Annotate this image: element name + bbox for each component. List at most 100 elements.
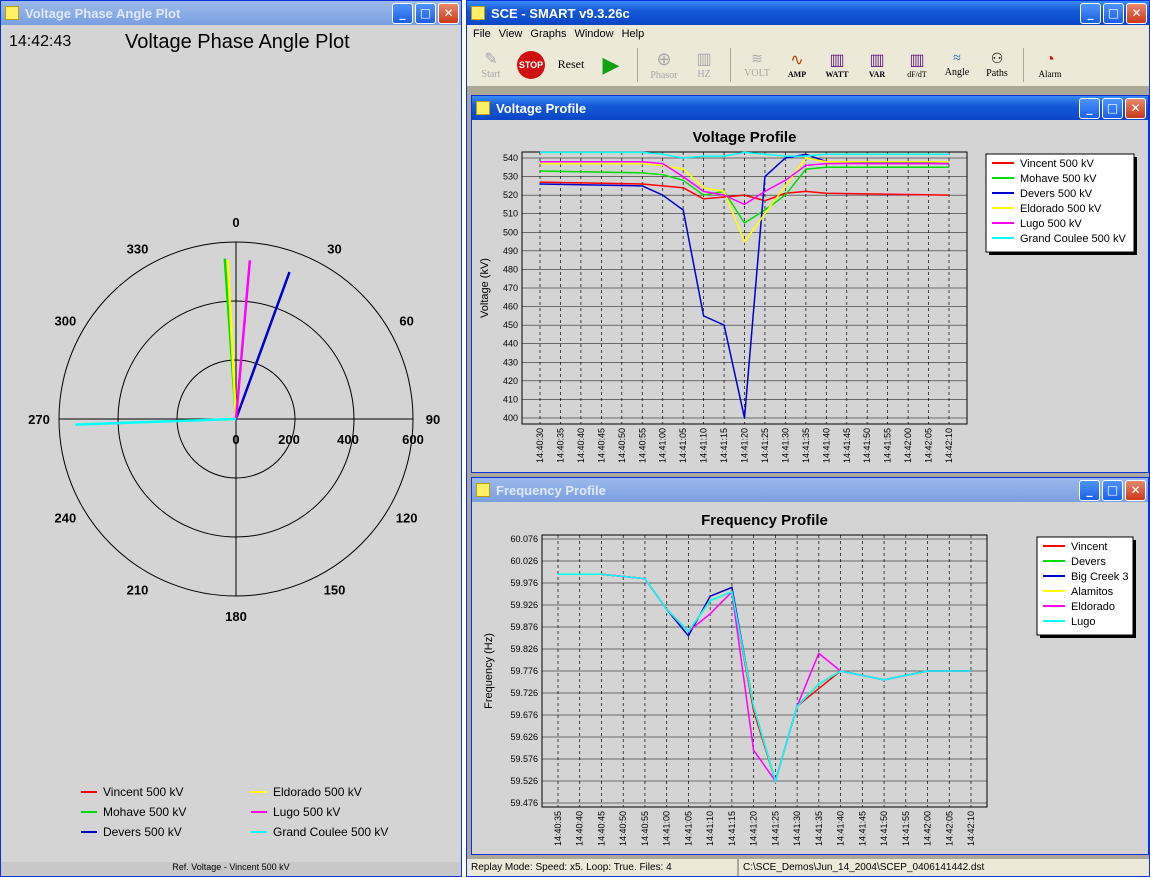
stop-icon: STOP [517,50,545,79]
play-button[interactable]: ▶ [593,47,629,83]
maximize-icon: □ [419,5,432,20]
x-tick-label: 14:41:30 [780,428,790,463]
series-line [539,181,950,202]
maximize-button[interactable]: □ [1103,2,1124,24]
close-button[interactable]: ✕ [438,2,459,24]
main-titlebar[interactable]: SCE - SMART v9.3.26c _ □ ✕ [467,1,1149,25]
menu-file[interactable]: File [473,28,491,40]
legend-item: Grand Coulee 500 kV [251,825,421,839]
minimize-button[interactable]: _ [1079,97,1100,119]
angle-tick-label: 150 [324,583,346,598]
voltage-titlebar[interactable]: Voltage Profile _ □ ✕ [472,96,1148,120]
app-icon [5,6,19,20]
y-tick-label: 450 [503,320,518,330]
x-tick-label: 14:41:35 [801,428,811,463]
menu-help[interactable]: Help [621,28,645,40]
close-icon: ✕ [1131,5,1142,20]
x-tick-label: 14:41:05 [678,428,688,463]
status-bar-mode: Replay Mode: Speed: x5. Loop: True. File… [467,858,737,876]
minimize-button[interactable]: _ [1079,479,1100,501]
series-line [540,157,949,244]
x-tick-label: 14:41:25 [770,811,780,846]
y-tick-label: 60.026 [510,556,538,566]
y-tick-label: 59.676 [510,710,538,720]
amp-button[interactable]: ∿ AMP [787,52,807,79]
voltage-chart: Voltage Profile 540 530 520 510 500 490 480 470 4… [479,129,1137,485]
y-tick-label: 410 [503,394,518,404]
watt-button[interactable]: ▥ WATT [825,52,849,79]
x-tick-label: 14:41:50 [879,811,889,846]
x-tick-label: 14:40:55 [637,428,647,463]
radius-tick-label: 0 [232,432,239,447]
x-tick-label: 14:41:05 [683,811,693,846]
dfdt-button[interactable]: ▥ dF/dT [907,52,927,79]
y-tick-label: 430 [503,357,518,367]
x-tick-label: 14:41:55 [883,428,893,463]
close-icon: ✕ [1130,100,1141,115]
legend-swatch [251,831,267,833]
var-button[interactable]: ▥ VAR [868,52,886,79]
x-tick-label: 14:41:00 [662,811,672,846]
phase-angle-window: Voltage Phase Angle Plot _ □ ✕ 14:42:43 … [0,0,462,877]
phasor-button[interactable]: ⊕ Phasor [650,48,678,81]
x-tick-label: 14:41:45 [842,428,852,463]
alarm-button[interactable]: ◔ Alarm [1038,50,1062,79]
y-tick-label: 59.726 [510,688,538,698]
maximize-icon: □ [1106,100,1119,115]
y-axis-label: Voltage (kV) [479,258,491,318]
reference-label: Ref. Voltage - Vincent 500 kV [1,862,461,876]
x-tick-label: 14:41:20 [749,811,759,846]
y-tick-label: 530 [503,172,518,182]
y-tick-label: 59.876 [510,622,538,632]
phasor-line [75,417,237,426]
x-tick-label: 14:42:10 [966,811,976,846]
x-tick-label: 14:40:40 [575,811,585,846]
x-tick-label: 14:40:35 [555,428,565,463]
maximize-button[interactable]: □ [415,2,436,24]
x-tick-label: 14:41:50 [862,428,872,463]
toolbar-separator [730,47,731,82]
angle-tick-label: 300 [55,314,77,329]
y-tick-label: 59.526 [510,776,538,786]
y-tick-label: 510 [503,209,518,219]
stop-button[interactable]: STOP [513,47,549,83]
x-tick-label: 14:41:35 [814,811,824,846]
volt-button[interactable]: ≋ VOLT [744,51,770,79]
maximize-button[interactable]: □ [1102,97,1123,119]
paths-button[interactable]: ⚇ Paths [986,51,1008,79]
chart-title: Frequency Profile [701,512,828,529]
menu-bar: File View Graphs Window Help [467,25,1149,43]
legend-label: Devers 500 kV [103,825,182,839]
close-button[interactable]: ✕ [1126,2,1147,24]
menu-view[interactable]: View [498,28,523,40]
legend-item: Lugo 500 kV [251,805,421,819]
x-tick-label: 14:40:55 [640,811,650,846]
legend-item: Vincent 500 kV [81,785,251,799]
minimize-button[interactable]: _ [392,2,413,24]
angle-tick-label: 330 [127,241,149,256]
reset-button[interactable]: Reset [557,57,585,71]
toolbar-separator [637,47,638,82]
menu-graphs[interactable]: Graphs [530,28,567,40]
phase-angle-titlebar[interactable]: Voltage Phase Angle Plot _ □ ✕ [1,1,461,25]
hz-button[interactable]: ▥ HZ [696,51,712,80]
maximize-button[interactable]: □ [1102,479,1123,501]
frequency-titlebar[interactable]: Frequency Profile _ □ ✕ [472,478,1148,502]
x-tick-label: 14:40:30 [535,428,545,463]
angle-tick-label: 270 [28,412,50,427]
close-button[interactable]: ✕ [1125,479,1146,501]
start-button[interactable]: ✎ Start [481,51,501,80]
close-button[interactable]: ✕ [1125,97,1146,119]
minimize-icon: _ [1087,5,1094,20]
series-line [540,151,949,159]
y-tick-label: 540 [503,153,518,163]
legend-swatch [81,831,97,833]
y-tick-label: 480 [503,264,518,274]
x-tick-label: 14:41:00 [658,428,668,463]
legend-label: Eldorado [1071,601,1115,613]
menu-window[interactable]: Window [574,28,614,40]
minimize-button[interactable]: _ [1080,2,1101,24]
angle-button[interactable]: ≈ Angle [944,51,970,78]
angle-tick-label: 210 [127,583,149,598]
volt-icon: ≋ [751,51,763,67]
